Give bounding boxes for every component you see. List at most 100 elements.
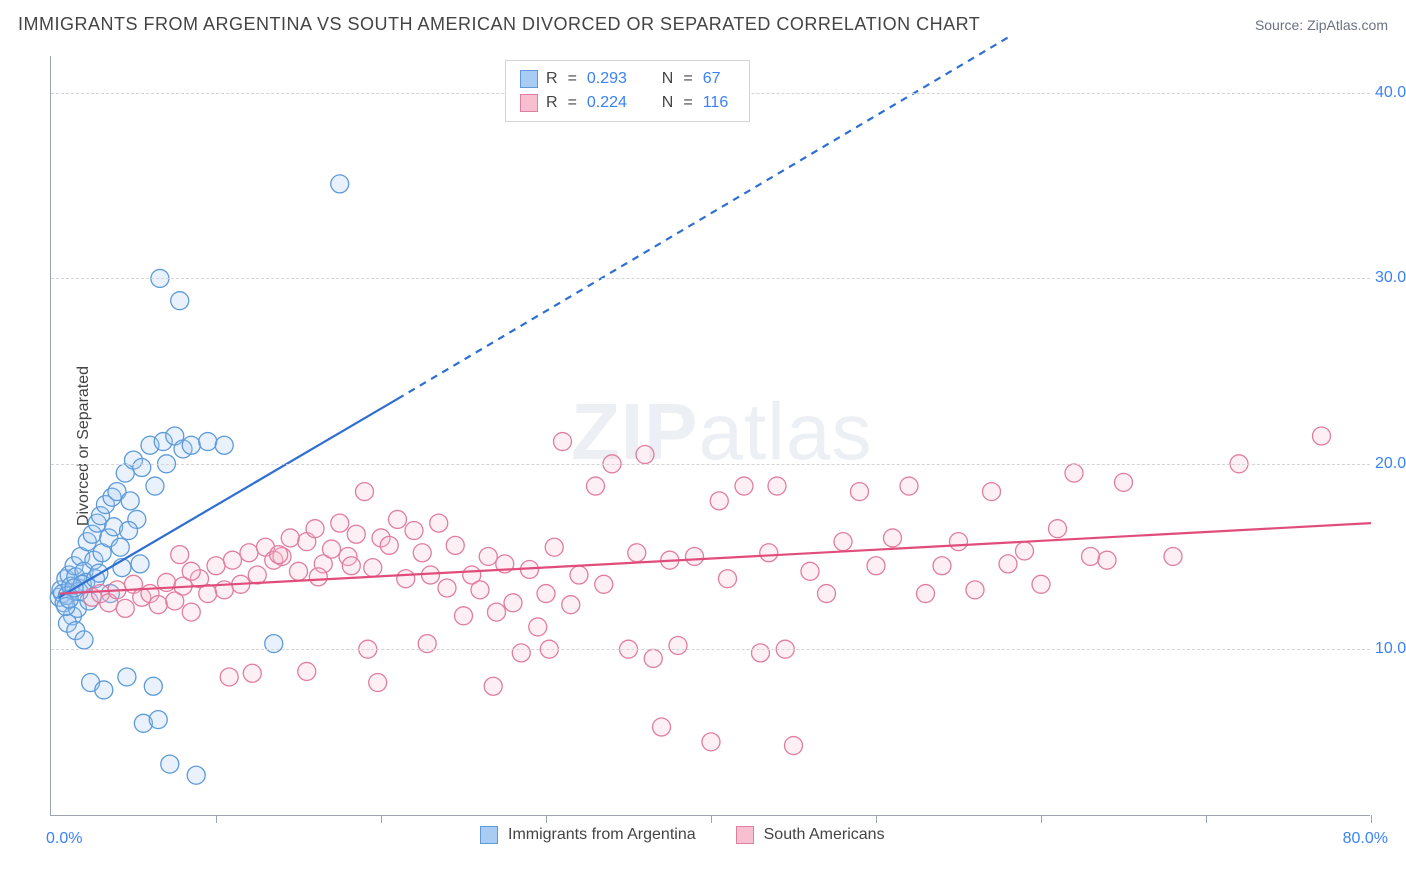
scatter-point	[356, 483, 374, 501]
x-tick	[216, 815, 217, 823]
scatter-point	[545, 538, 563, 556]
scatter-point	[917, 585, 935, 603]
scatter-point	[1313, 427, 1331, 445]
scatter-point	[120, 522, 138, 540]
scatter-point	[270, 546, 288, 564]
legend-label: South Americans	[764, 826, 885, 844]
bottom-legend: Immigrants from Argentina South Americans	[480, 826, 885, 844]
x-tick	[1206, 815, 1207, 823]
source-attribution: Source: ZipAtlas.com	[1255, 17, 1388, 33]
scatter-point	[215, 436, 233, 454]
scatter-point	[281, 529, 299, 547]
scatter-point	[595, 575, 613, 593]
scatter-point	[719, 570, 737, 588]
x-end-label: 80.0%	[1343, 830, 1388, 848]
scatter-point	[405, 522, 423, 540]
scatter-point	[298, 662, 316, 680]
scatter-point	[570, 566, 588, 584]
scatter-svg	[51, 56, 1370, 815]
scatter-point	[884, 529, 902, 547]
legend-label: Immigrants from Argentina	[508, 826, 696, 844]
scatter-point	[484, 677, 502, 695]
scatter-point	[999, 555, 1017, 573]
scatter-point	[146, 477, 164, 495]
scatter-point	[851, 483, 869, 501]
header: IMMIGRANTS FROM ARGENTINA VS SOUTH AMERI…	[18, 14, 1388, 35]
x-tick	[711, 815, 712, 823]
stat-n-value: 116	[703, 91, 735, 115]
scatter-point	[768, 477, 786, 495]
stat-r-label: R	[546, 67, 558, 91]
scatter-point	[290, 562, 308, 580]
scatter-point	[537, 585, 555, 603]
scatter-point	[224, 551, 242, 569]
scatter-point	[834, 533, 852, 551]
scatter-point	[149, 711, 167, 729]
scatter-point	[199, 433, 217, 451]
scatter-point	[133, 459, 151, 477]
scatter-point	[587, 477, 605, 495]
gridline-h	[51, 649, 1370, 650]
scatter-point	[1164, 547, 1182, 565]
stat-eq: =	[568, 67, 577, 91]
scatter-point	[149, 596, 167, 614]
scatter-point	[760, 544, 778, 562]
scatter-point	[1032, 575, 1050, 593]
scatter-point	[171, 292, 189, 310]
scatter-point	[669, 636, 687, 654]
scatter-point	[347, 525, 365, 543]
scatter-point	[1098, 551, 1116, 569]
scatter-point	[1016, 542, 1034, 560]
scatter-point	[512, 644, 530, 662]
scatter-point	[380, 536, 398, 554]
scatter-point	[342, 557, 360, 575]
stat-eq: =	[568, 91, 577, 115]
gridline-h	[51, 278, 1370, 279]
scatter-point	[1082, 547, 1100, 565]
stat-n-label: N	[662, 91, 674, 115]
scatter-point	[207, 557, 225, 575]
scatter-point	[131, 555, 149, 573]
scatter-point	[1065, 464, 1083, 482]
scatter-point	[121, 492, 139, 510]
scatter-point	[735, 477, 753, 495]
scatter-point	[644, 649, 662, 667]
scatter-point	[554, 433, 572, 451]
scatter-point	[182, 436, 200, 454]
scatter-point	[801, 562, 819, 580]
scatter-point	[636, 446, 654, 464]
scatter-point	[369, 674, 387, 692]
scatter-point	[966, 581, 984, 599]
chart-title: IMMIGRANTS FROM ARGENTINA VS SOUTH AMERI…	[18, 14, 980, 35]
scatter-point	[75, 631, 93, 649]
scatter-point	[950, 533, 968, 551]
scatter-point	[818, 585, 836, 603]
x-tick	[381, 815, 382, 823]
x-tick	[1041, 815, 1042, 823]
plot-area: ZIPatlas 10.0%20.0%30.0%40.0%R=0.293 N=6…	[50, 56, 1370, 816]
scatter-point	[331, 175, 349, 193]
scatter-point	[867, 557, 885, 575]
bottom-legend-item: Immigrants from Argentina	[480, 826, 696, 844]
stats-legend: R=0.293 N=67R=0.224 N=116	[505, 60, 750, 122]
scatter-point	[479, 547, 497, 565]
scatter-point	[161, 755, 179, 773]
stat-n-value: 67	[703, 67, 735, 91]
scatter-point	[182, 562, 200, 580]
scatter-point	[306, 520, 324, 538]
scatter-point	[118, 668, 136, 686]
scatter-point	[752, 644, 770, 662]
scatter-point	[504, 594, 522, 612]
scatter-point	[1115, 473, 1133, 491]
scatter-point	[471, 581, 489, 599]
y-tick-label: 30.0%	[1375, 269, 1406, 287]
scatter-point	[455, 607, 473, 625]
scatter-point	[710, 492, 728, 510]
scatter-point	[182, 603, 200, 621]
scatter-point	[248, 566, 266, 584]
scatter-point	[446, 536, 464, 554]
scatter-point	[562, 596, 580, 614]
scatter-point	[144, 677, 162, 695]
x-tick	[1371, 815, 1372, 823]
scatter-point	[785, 737, 803, 755]
